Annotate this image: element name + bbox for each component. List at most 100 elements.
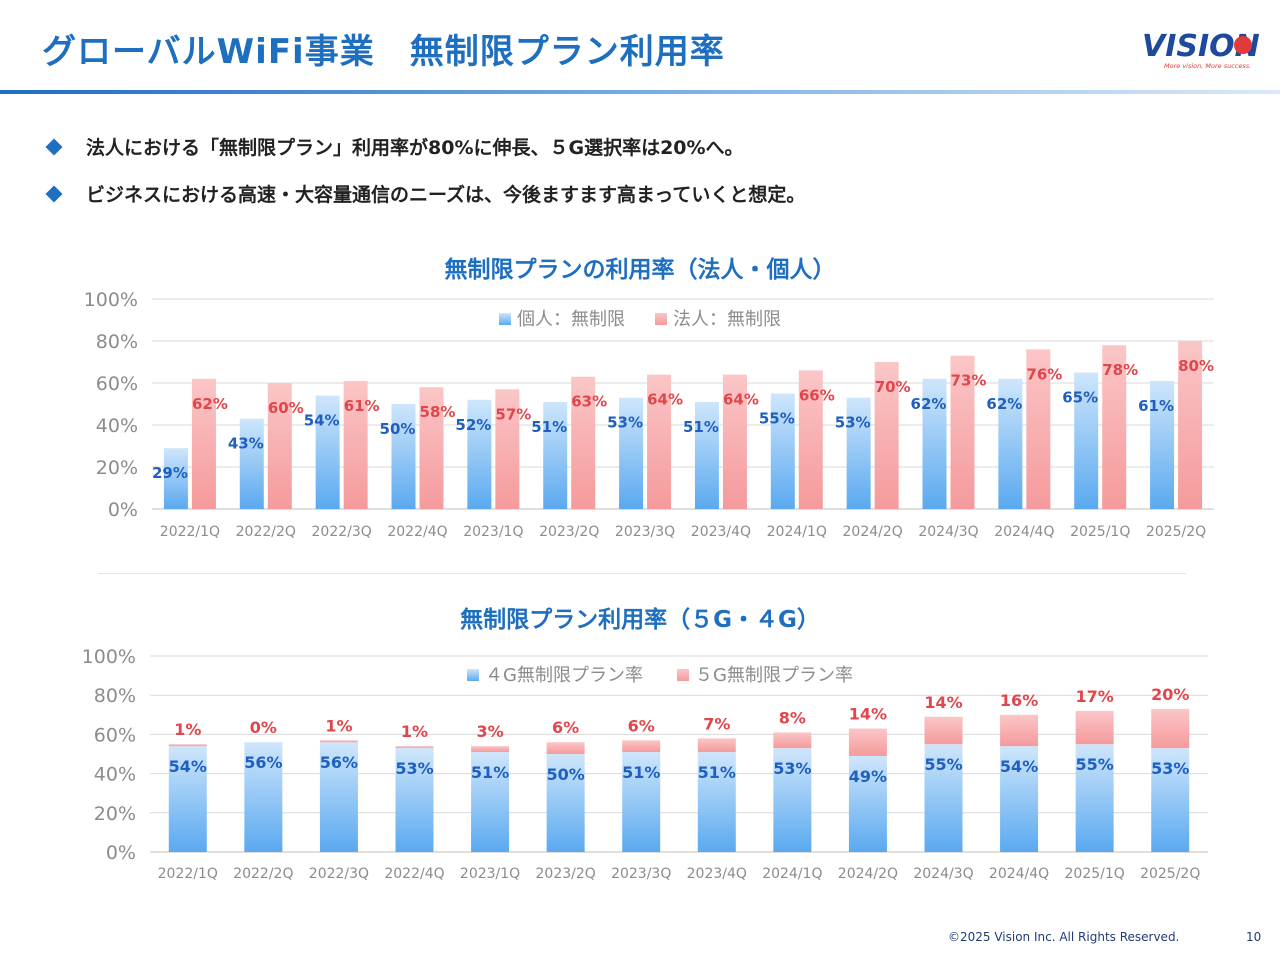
x-tick-label: 2023/1Q <box>460 866 520 882</box>
bar-corporate <box>950 355 975 509</box>
bar-individual <box>1150 380 1175 509</box>
data-label-4g: 56% <box>244 753 282 772</box>
x-tick-label: 2024/2Q <box>838 866 898 882</box>
data-label-5g: 14% <box>924 693 962 712</box>
x-tick-label: 2025/2Q <box>1140 866 1200 882</box>
chart2-title: 無制限プラン利用率（５G・４G） <box>460 607 820 633</box>
data-label-4g: 51% <box>622 763 660 782</box>
bar-5g <box>546 742 585 754</box>
data-label-4g: 49% <box>849 767 887 786</box>
x-tick-label: 2025/1Q <box>1070 524 1130 540</box>
legend-label: 法人：無制限 <box>673 309 781 330</box>
data-label: 58% <box>420 403 456 421</box>
data-label-4g: 53% <box>1151 759 1189 778</box>
x-tick-label: 2023/4Q <box>687 866 747 882</box>
bar-corporate <box>647 374 672 509</box>
data-label: 65% <box>1062 389 1098 407</box>
data-label-5g: 7% <box>703 714 730 733</box>
bar-corporate <box>798 370 823 509</box>
bar-individual <box>315 395 340 509</box>
bar-corporate <box>267 383 292 509</box>
data-label: 57% <box>495 405 531 423</box>
bar-5g <box>168 744 207 747</box>
bar-4g <box>1075 744 1114 852</box>
data-label: 43% <box>228 435 264 453</box>
data-label-5g: 20% <box>1151 685 1189 704</box>
bar-corporate <box>191 378 216 509</box>
bar-corporate <box>874 362 899 509</box>
data-label: 76% <box>1026 365 1062 383</box>
y-tick-label: 80% <box>94 685 136 707</box>
data-label-4g: 55% <box>924 755 962 774</box>
data-label: 61% <box>344 397 380 415</box>
chart-5g-4g: 0% 20% 40% 60% 80% 100% 54% 1% 2022/1Q 56% 0% 2022/… <box>82 646 1208 882</box>
x-tick-label: 2024/4Q <box>989 866 1049 882</box>
data-label: 62% <box>192 395 228 413</box>
bar-corporate <box>419 387 444 509</box>
bar-5g <box>622 740 661 753</box>
data-label: 61% <box>1138 397 1174 415</box>
bar-individual <box>922 378 947 509</box>
y-tick-label: 20% <box>94 803 136 825</box>
data-label: 62% <box>911 395 947 413</box>
data-label-5g: 6% <box>552 718 579 737</box>
legend-swatch <box>467 669 479 681</box>
logo-tagline: More vision, More success. <box>1164 62 1251 70</box>
data-label-5g: 1% <box>325 716 352 735</box>
data-label-5g: 3% <box>476 722 503 741</box>
logo-dot <box>1234 36 1252 54</box>
x-tick-label: 2025/1Q <box>1065 866 1125 882</box>
bar-4g <box>471 752 510 852</box>
bar-individual <box>694 401 719 509</box>
bar-individual <box>543 401 568 509</box>
page-title: グローバルWiFi事業 無制限プラン利用率 <box>42 32 725 72</box>
x-tick-label: 2024/4Q <box>994 524 1054 540</box>
x-tick-label: 2024/1Q <box>767 524 827 540</box>
data-label: 64% <box>723 391 759 409</box>
x-tick-label: 2022/3Q <box>312 524 372 540</box>
data-label-5g: 6% <box>628 716 655 735</box>
y-tick-label: 40% <box>94 764 136 786</box>
chart-separator <box>98 573 1186 574</box>
bar-5g <box>1000 714 1039 747</box>
data-label-5g: 1% <box>174 720 201 739</box>
bar-corporate <box>571 376 596 509</box>
bar-5g <box>471 746 510 753</box>
data-label-4g: 50% <box>546 765 584 784</box>
bar-4g <box>697 752 736 852</box>
data-label: 51% <box>683 418 719 436</box>
bar-4g <box>924 744 963 852</box>
y-tick-label: 60% <box>96 373 138 395</box>
bullet-2: ビジネスにおける高速・大容量通信のニーズは、今後ますます高まっていくと想定。 <box>44 180 805 207</box>
bar-individual <box>1074 372 1099 509</box>
bar-4g <box>319 742 358 852</box>
bullet-1-text: 法人における「無制限プラン」利用率が80%に伸長、５G選択率は20%へ。 <box>86 137 744 159</box>
x-tick-label: 2022/1Q <box>158 866 218 882</box>
data-label: 53% <box>607 414 643 432</box>
x-tick-label: 2024/3Q <box>918 524 978 540</box>
data-label: 52% <box>455 416 491 434</box>
data-label: 80% <box>1178 357 1214 375</box>
data-label-5g: 17% <box>1075 687 1113 706</box>
data-label: 62% <box>986 395 1022 413</box>
bullet-1: 法人における「無制限プラン」利用率が80%に伸長、５G選択率は20%へ。 <box>44 133 744 160</box>
y-tick-label: 100% <box>82 646 136 668</box>
legend-swatch <box>499 313 511 325</box>
bar-4g <box>546 754 585 852</box>
bar-individual <box>467 399 492 509</box>
bar-5g <box>697 738 736 753</box>
bar-individual <box>619 397 644 509</box>
legend-swatch <box>677 669 689 681</box>
x-tick-label: 2022/1Q <box>160 524 220 540</box>
data-label-4g: 51% <box>471 763 509 782</box>
y-tick-label: 0% <box>106 842 136 864</box>
bar-individual <box>998 378 1023 509</box>
x-tick-label: 2023/2Q <box>536 866 596 882</box>
data-label: 73% <box>951 372 987 390</box>
bar-individual <box>846 397 871 509</box>
data-label-4g: 53% <box>773 759 811 778</box>
bar-4g <box>848 755 887 852</box>
bar-4g <box>244 742 283 852</box>
bar-corporate <box>722 374 747 509</box>
data-label-4g: 55% <box>1075 755 1113 774</box>
